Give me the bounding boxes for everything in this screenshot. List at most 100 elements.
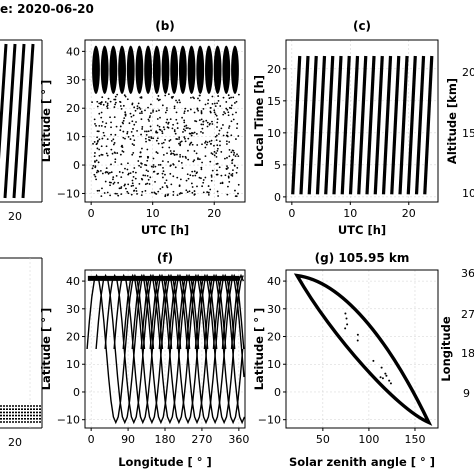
orbit-dense-band: [222, 45, 231, 94]
data-point: [188, 143, 191, 146]
data-point: [204, 142, 206, 144]
data-point: [236, 127, 238, 130]
data-point: [230, 107, 233, 110]
data-point: [206, 125, 209, 128]
data-point: [94, 160, 96, 163]
panel-h-ytick: 18: [461, 347, 474, 360]
data-point: [159, 187, 162, 190]
data-point: [204, 103, 207, 106]
data-point: [344, 312, 347, 315]
data-point: [236, 153, 238, 156]
panel-g-ylabel: Latitude [ ° ]: [252, 308, 266, 391]
data-point: [159, 129, 162, 131]
local-time-strip: [299, 55, 310, 195]
data-point: [210, 176, 213, 178]
data-point: [179, 178, 182, 181]
data-point: [140, 96, 143, 98]
panel-d-ylabel: Altitude [km]: [445, 78, 459, 164]
data-point: [114, 158, 117, 161]
data-point: [190, 182, 193, 185]
data-point: [173, 107, 176, 110]
data-point: [151, 191, 153, 194]
data-point: [226, 108, 229, 111]
data-point: [161, 142, 163, 145]
data-point: [200, 118, 203, 121]
x-tick-label: 90: [121, 433, 135, 446]
data-point: [184, 137, 186, 140]
data-point: [106, 191, 109, 194]
data-point: [152, 170, 155, 173]
data-point: [176, 176, 179, 179]
data-point: [202, 120, 205, 123]
data-point: [96, 100, 99, 103]
data-point: [106, 107, 109, 110]
data-point: [204, 155, 207, 158]
data-point: [117, 194, 120, 197]
local-time-strip: [357, 55, 368, 195]
data-point: [173, 129, 176, 131]
data-point: [179, 101, 181, 104]
data-point: [196, 185, 198, 188]
data-point: [105, 167, 108, 170]
data-point: [169, 164, 172, 167]
data-point: [144, 189, 147, 192]
data-point: [123, 94, 126, 97]
data-point: [222, 96, 225, 99]
data-point: [105, 171, 108, 173]
data-point: [107, 172, 110, 175]
data-point: [219, 105, 222, 107]
data-point: [118, 187, 121, 190]
data-point: [195, 132, 198, 135]
data-point: [200, 130, 202, 133]
data-point: [101, 137, 104, 140]
data-point: [96, 169, 99, 172]
data-point: [202, 191, 205, 194]
data-point: [156, 98, 159, 100]
data-point: [120, 163, 123, 166]
data-point: [155, 131, 157, 133]
data-point: [234, 155, 237, 158]
data-point: [132, 184, 135, 187]
panel-f-ylabel: Latitude [ ° ]: [39, 308, 53, 391]
data-point: [176, 153, 178, 156]
ground-track: [167, 273, 227, 425]
data-point: [133, 106, 136, 109]
data-point: [145, 140, 147, 143]
data-point: [154, 165, 157, 168]
data-point: [147, 170, 150, 173]
data-point: [106, 171, 109, 174]
data-point: [237, 183, 240, 186]
data-point: [149, 176, 152, 179]
data-point: [152, 109, 155, 112]
data-point: [237, 135, 240, 137]
panel-e: 20: [0, 257, 43, 449]
ground-track: [149, 273, 209, 425]
data-point: [110, 139, 113, 142]
data-point: [209, 160, 212, 163]
local-time-strip: [423, 55, 434, 195]
data-point: [178, 193, 181, 195]
local-time-strip: [348, 55, 360, 195]
data-point: [225, 101, 228, 103]
data-point: [159, 163, 162, 166]
data-point: [98, 148, 101, 151]
data-point: [124, 95, 127, 98]
data-point: [140, 133, 142, 136]
data-point: [106, 138, 109, 141]
data-point: [219, 140, 221, 143]
data-point: [217, 95, 220, 97]
data-point: [200, 112, 203, 115]
data-point: [217, 99, 220, 102]
local-time-strip: [291, 55, 302, 195]
panel-c-title: (c): [353, 19, 371, 33]
y-tick-label: 5: [274, 159, 281, 172]
data-point: [152, 164, 155, 166]
data-point: [193, 170, 196, 173]
data-point: [224, 157, 226, 160]
data-point: [141, 178, 144, 181]
local-time-strip: [406, 55, 417, 195]
orbit-dense-band: [144, 45, 153, 94]
data-point: [228, 148, 231, 151]
data-point: [217, 133, 220, 135]
data-point: [216, 149, 219, 152]
